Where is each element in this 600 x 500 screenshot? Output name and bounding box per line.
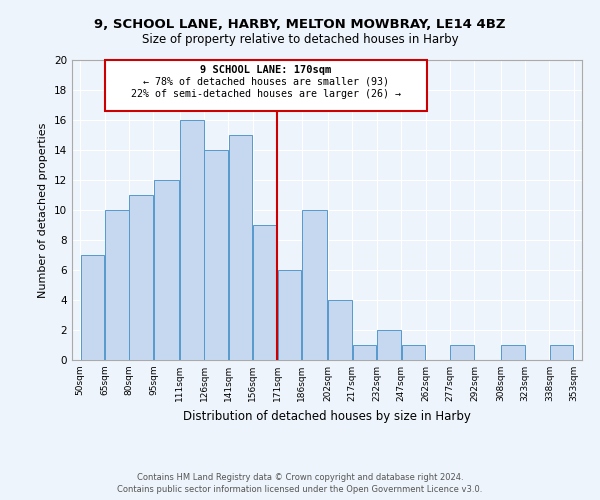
Bar xyxy=(205,150,228,360)
Bar xyxy=(253,225,277,360)
Bar xyxy=(328,300,352,360)
Y-axis label: Number of detached properties: Number of detached properties xyxy=(38,122,49,298)
Text: 22% of semi-detached houses are larger (26) →: 22% of semi-detached houses are larger (… xyxy=(131,89,401,99)
Text: Size of property relative to detached houses in Harby: Size of property relative to detached ho… xyxy=(142,32,458,46)
Bar xyxy=(550,345,574,360)
Bar xyxy=(501,345,524,360)
Text: ← 78% of detached houses are smaller (93): ← 78% of detached houses are smaller (93… xyxy=(143,76,389,87)
Bar xyxy=(451,345,474,360)
Bar xyxy=(154,180,179,360)
Bar xyxy=(401,345,425,360)
FancyBboxPatch shape xyxy=(104,60,427,111)
Text: 9 SCHOOL LANE: 170sqm: 9 SCHOOL LANE: 170sqm xyxy=(200,64,332,74)
Bar xyxy=(180,120,203,360)
Text: Contains HM Land Registry data © Crown copyright and database right 2024.
Contai: Contains HM Land Registry data © Crown c… xyxy=(118,472,482,494)
Bar xyxy=(377,330,401,360)
Bar xyxy=(302,210,328,360)
Bar xyxy=(80,255,104,360)
Bar xyxy=(278,270,301,360)
Bar xyxy=(105,210,128,360)
Bar xyxy=(130,195,153,360)
Bar xyxy=(353,345,376,360)
Bar xyxy=(229,135,253,360)
X-axis label: Distribution of detached houses by size in Harby: Distribution of detached houses by size … xyxy=(183,410,471,422)
Text: 9, SCHOOL LANE, HARBY, MELTON MOWBRAY, LE14 4BZ: 9, SCHOOL LANE, HARBY, MELTON MOWBRAY, L… xyxy=(94,18,506,30)
